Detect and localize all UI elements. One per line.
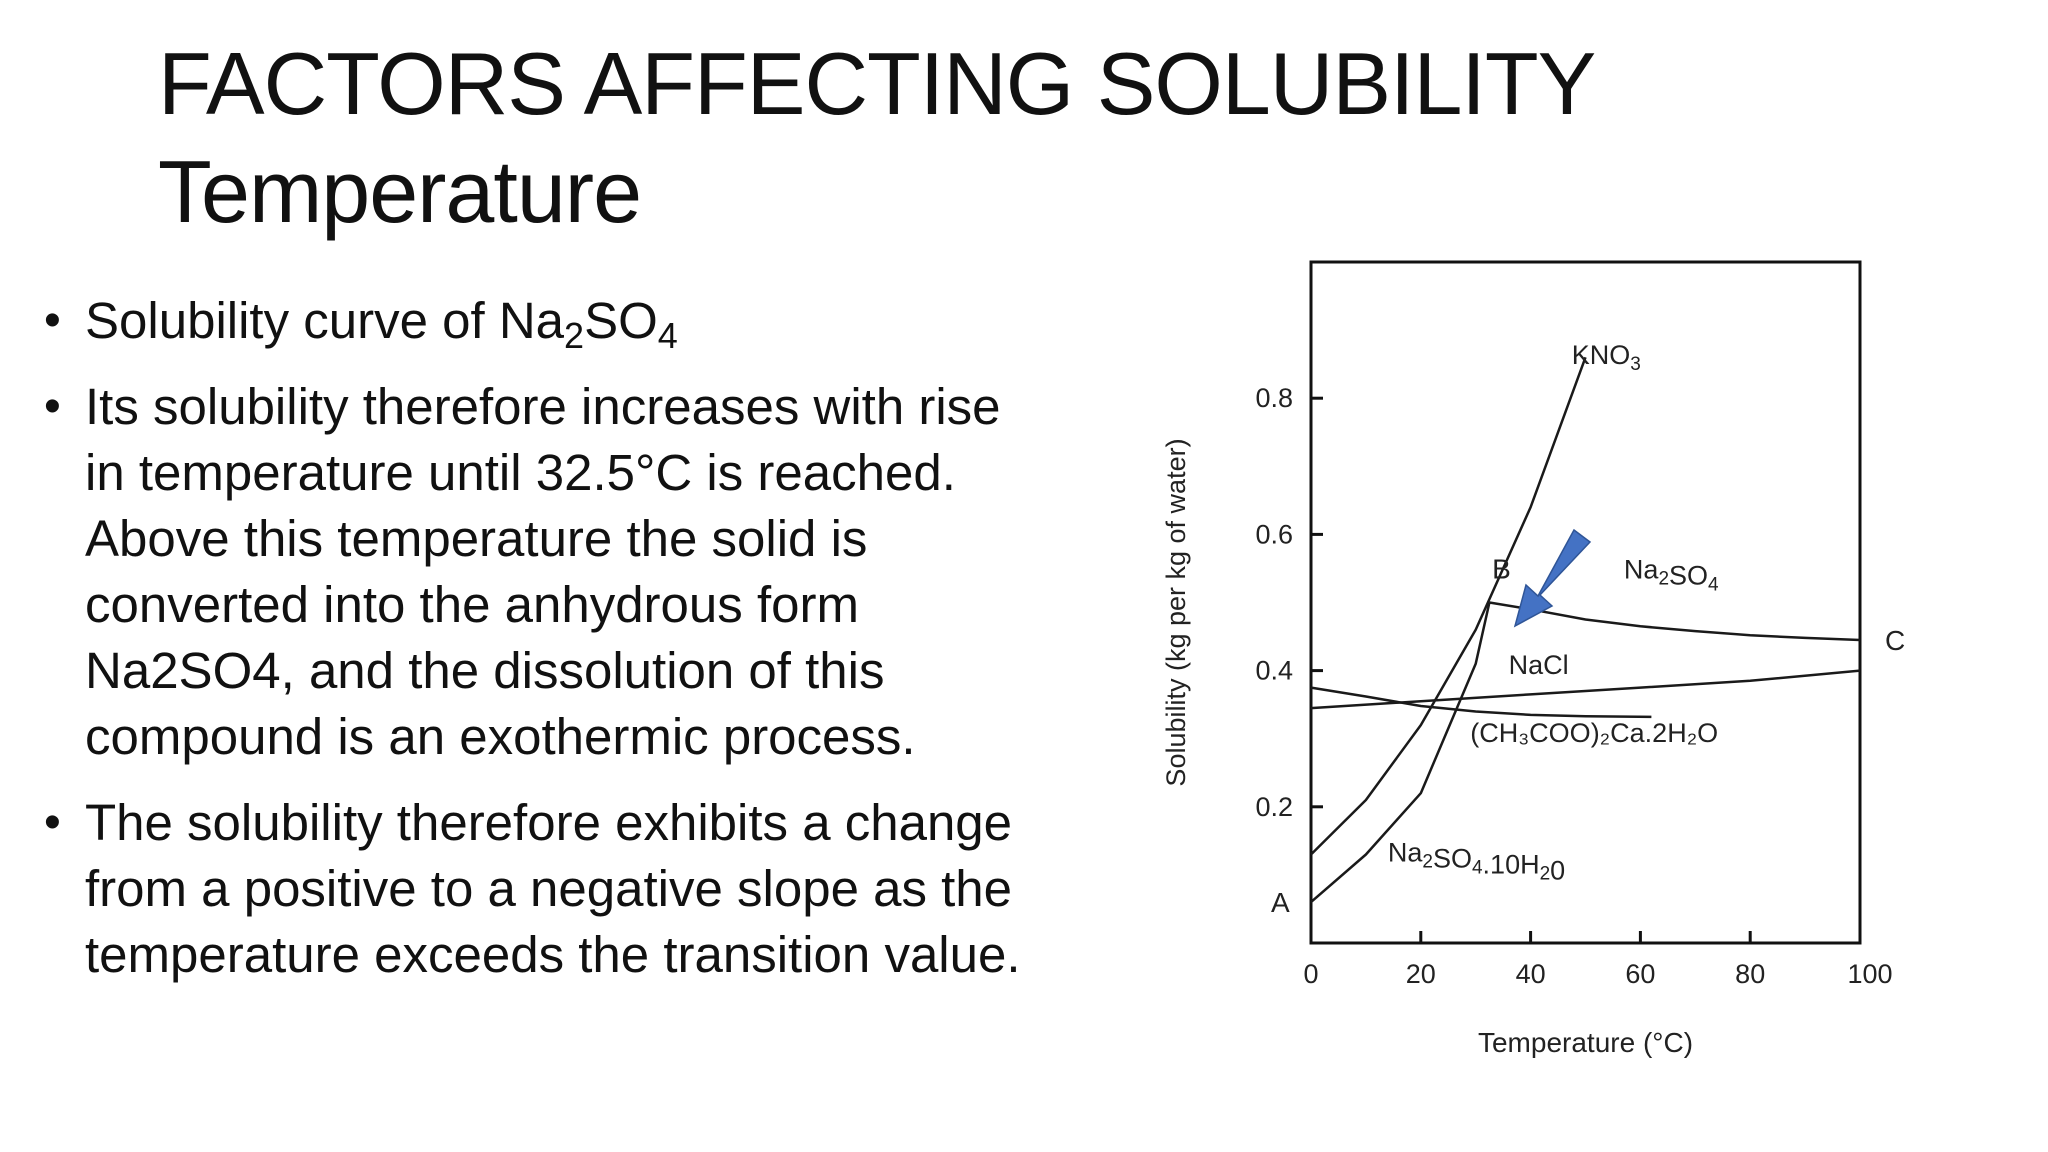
series-label-calcium-acetate: (CH₃COO)₂Ca.2H₂O	[1470, 718, 1718, 748]
bullet-1-mid: SO	[584, 292, 658, 349]
point-label-a: A	[1271, 887, 1290, 918]
series-line-0	[1310, 356, 1587, 856]
title-line-1: FACTORS AFFECTING SOLUBILITY	[158, 34, 1596, 133]
bullet-item-3: The solubility therefore exhibits a chan…	[40, 790, 1040, 988]
series-line-4	[1310, 686, 1652, 719]
y-axis-label: Solubility (kg per kg of water)	[1161, 438, 1191, 786]
y-tick-label: 0.6	[1255, 519, 1293, 549]
y-tick-label: 0.4	[1255, 656, 1293, 686]
x-axis-label: Temperature (°C)	[1478, 1027, 1693, 1058]
x-tick-label: 0	[1303, 959, 1318, 989]
x-tick-label: 20	[1406, 959, 1436, 989]
point-label-b: B	[1492, 554, 1511, 585]
bullet-list: Solubility curve of Na2SO4 Its solubilit…	[40, 288, 1040, 1008]
series-label-kno3: KNO3	[1572, 340, 1641, 375]
y-tick-label: 0.8	[1255, 383, 1293, 413]
solubility-chart: 0.2 0.4 0.6 0.8 0 20 40 60 80 100 Temperature (°C)…	[1140, 240, 1940, 1090]
bullet-1-sub-1: 2	[564, 315, 585, 356]
point-label-c: C	[1885, 625, 1905, 656]
series-line-1	[1310, 602, 1491, 904]
bullet-item-1: Solubility curve of Na2SO4	[40, 288, 1040, 354]
bullet-1-text: Solubility curve of Na	[85, 292, 565, 349]
x-tick-label: 40	[1516, 959, 1546, 989]
series-label-na2so4: Na2SO4	[1624, 555, 1719, 596]
series-label-na2so4-10h2o: Na2SO4.10H20	[1388, 837, 1565, 885]
title-line-2: Temperature	[158, 142, 642, 241]
bullet-1-sub-2: 4	[657, 315, 678, 356]
y-tick-label: 0.2	[1255, 792, 1293, 822]
plot-frame	[1309, 260, 1862, 945]
slide-title: FACTORS AFFECTING SOLUBILITY Temperature	[158, 30, 1596, 246]
series-label-nacl: NaCl	[1509, 650, 1569, 680]
annotation-arrow	[1513, 528, 1592, 628]
bullet-item-2: Its solubility therefore increases with …	[40, 374, 1040, 770]
x-tick-label: 100	[1847, 959, 1892, 989]
x-tick-label: 60	[1625, 959, 1655, 989]
chart-svg: 0.2 0.4 0.6 0.8 0 20 40 60 80 100 Temperature (°C)…	[1161, 260, 1905, 1058]
x-tick-label: 80	[1735, 959, 1765, 989]
